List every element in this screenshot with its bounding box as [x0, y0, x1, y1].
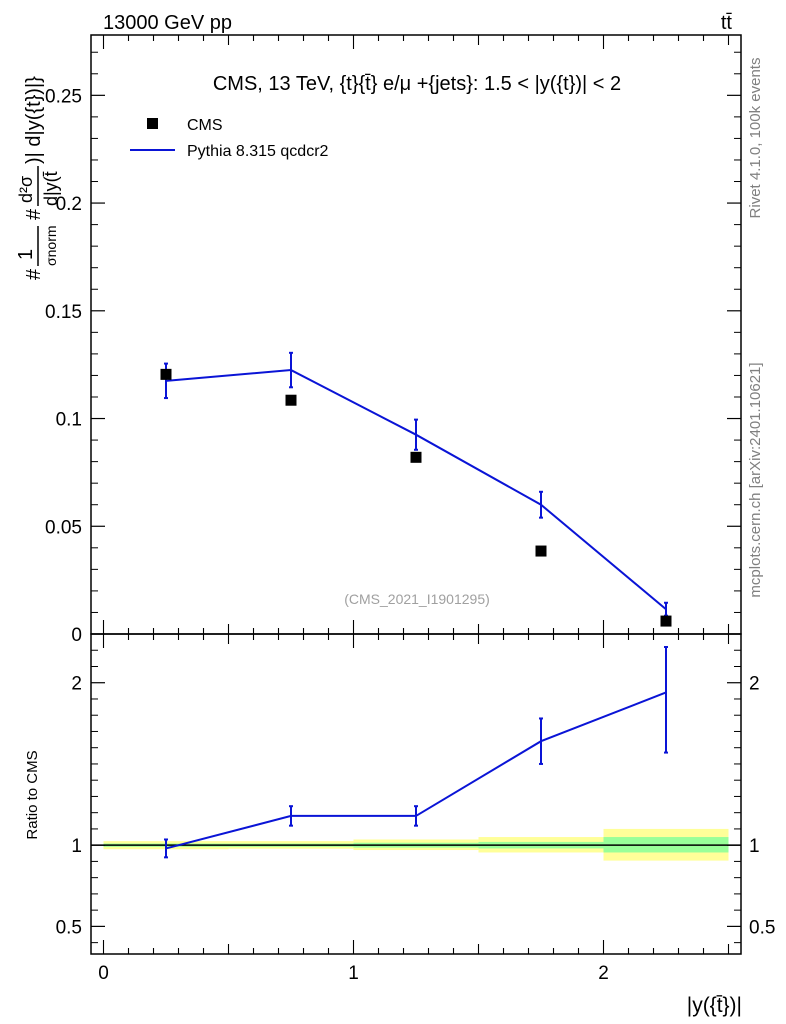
- ratio-panel: 0.5 0.5 1 1 2 2 0 1 2: [56, 634, 775, 984]
- ratio-y-tick-label-right: 1: [749, 836, 760, 857]
- x-tick-label: 2: [598, 963, 609, 984]
- main-y-tick-label: 0.2: [56, 194, 82, 215]
- ratio-y-tick-label: 0.5: [56, 917, 82, 938]
- x-tick-label: 0: [98, 963, 109, 984]
- ylabel-hash-1: #: [23, 268, 45, 280]
- ratio-y-axis-label: Ratio to CMS: [24, 750, 41, 839]
- rivet-version-label: Rivet 4.1.0, 100k events: [747, 58, 764, 219]
- ylabel-one: 1: [15, 249, 37, 260]
- ylabel-denominator: d|y(t̄: [41, 171, 61, 206]
- cms-data-point: [160, 368, 172, 380]
- ylabel-sigma-norm: σnorm: [43, 225, 59, 266]
- main-y-axis-label: # 1 σnorm # d²σ d|y(t̄ )| d|y({t})|}: [15, 76, 61, 280]
- x-axis-label: |y({t̄})|: [687, 994, 742, 1017]
- main-y-tick-label: 0.15: [45, 302, 82, 323]
- cms-data-point: [410, 451, 422, 463]
- ratio-y-tick-label-right: 2: [749, 674, 760, 695]
- main-y-tick-label: 0: [71, 625, 82, 646]
- ratio-y-tick-label-right: 0.5: [749, 917, 775, 938]
- cms-data-point: [285, 394, 297, 406]
- mcplots-label: mcplots.cern.ch [arXiv:2401.10621]: [747, 362, 764, 597]
- ylabel-hash-2: #: [23, 208, 45, 220]
- ylabel-numerator: d²σ: [16, 176, 36, 203]
- process-label: tt̄: [721, 12, 733, 34]
- ratio-plot-frame: [90, 633, 742, 955]
- chart-title: CMS, 13 TeV, {t}{t̄} e/μ +{jets}: 1.5 < …: [213, 73, 621, 95]
- analysis-watermark: (CMS_2021_I1901295): [344, 591, 490, 607]
- x-tick-label: 1: [348, 963, 359, 984]
- cms-data-point: [660, 615, 672, 627]
- legend-label-cms: CMS: [187, 117, 223, 134]
- ratio-y-tick-label: 1: [71, 836, 82, 857]
- ratio-y-tick-label: 2: [71, 674, 82, 695]
- main-y-tick-label: 0.05: [45, 517, 82, 538]
- legend-marker-cms: [147, 118, 158, 129]
- main-y-tick-label: 0.1: [56, 410, 82, 431]
- legend: CMS Pythia 8.315 qcdcr2: [130, 117, 329, 160]
- pythia-series-line: [165, 369, 667, 610]
- energy-label: 13000 GeV pp: [103, 12, 232, 34]
- ylabel-tail: )| d|y({t})|}: [23, 76, 45, 164]
- legend-label-pythia: Pythia 8.315 qcdcr2: [187, 143, 329, 160]
- cms-data-point: [535, 545, 547, 557]
- main-y-tick-label: 0.25: [45, 86, 82, 107]
